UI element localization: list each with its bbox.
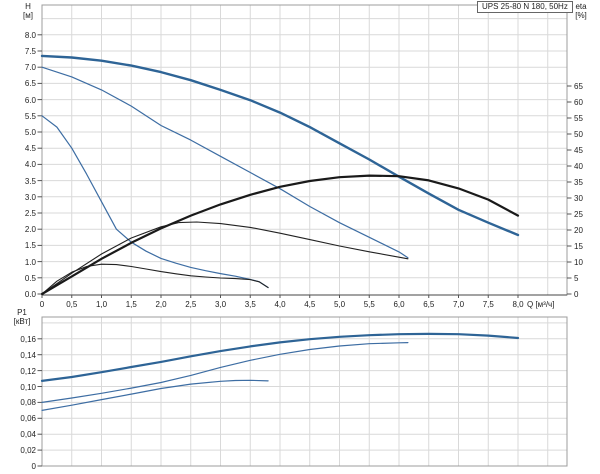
q-axis-tick: 3,0 <box>214 300 227 309</box>
q-axis-tick: 5,5 <box>363 300 375 309</box>
flow-axis-label: Q [м³/ч] <box>527 300 555 309</box>
eta-axis-tick: 45 <box>574 146 583 155</box>
q-axis-tick: 4,0 <box>274 300 286 309</box>
h-axis-tick: 2.0 <box>24 225 36 235</box>
eta-axis-tick: 50 <box>574 130 583 139</box>
p1-axis-tick: 0,02 <box>20 446 36 456</box>
curve-eta-speed-1 <box>41 263 269 295</box>
curve-eta-speed-2 <box>41 221 409 295</box>
q-axis-tick: 3,5 <box>244 300 256 309</box>
h-axis-tick: 3.0 <box>24 192 36 202</box>
curve-head-speed-3 <box>40 54 520 237</box>
plot-frame <box>41 316 568 467</box>
h-axis-tick: 0.0 <box>24 290 36 299</box>
p1-axis-tick: 0,08 <box>20 398 36 408</box>
head-axis-unit: [м] <box>23 11 33 20</box>
q-axis-tick: 0,5 <box>66 300 78 309</box>
h-axis-tick: 5.5 <box>24 111 36 121</box>
p1-axis-tick: 0,16 <box>20 334 36 344</box>
eta-axis-tick: 15 <box>574 242 583 251</box>
curve-power-speed-1 <box>41 379 269 411</box>
eta-axis-tick: 10 <box>574 258 583 267</box>
q-axis-tick: 8,0 <box>512 300 524 309</box>
q-axis-tick: 2,5 <box>185 300 197 309</box>
h-axis-tick: 1.5 <box>24 241 36 251</box>
eta-axis-tick: 25 <box>574 210 583 219</box>
h-axis-tick: 0.5 <box>24 273 36 283</box>
power-axis-label: P1 [кВт] <box>6 308 38 326</box>
p1-axis-tick: 0,06 <box>20 414 36 424</box>
p1-axis-tick: 0 <box>31 462 36 471</box>
curve-head-speed-1 <box>41 115 269 289</box>
q-axis-tick: 5,0 <box>333 300 346 309</box>
q-axis-tick: 7,5 <box>482 300 494 309</box>
curve-power-speed-3 <box>40 332 520 382</box>
h-axis-tick: 6.5 <box>24 79 36 89</box>
h-axis-tick: 7.5 <box>24 47 36 56</box>
q-axis-tick: 0 <box>39 300 45 309</box>
eta-axis-tick: 5 <box>574 274 579 283</box>
q-axis-tick: 2,0 <box>155 300 167 309</box>
eta-axis-tick: 60 <box>574 98 583 107</box>
p1-axis-tick: 0,12 <box>20 366 36 376</box>
q-axis-tick: 1,5 <box>125 300 137 309</box>
eta-axis-unit: [%] <box>575 11 587 20</box>
head-axis-symbol: H <box>25 2 31 11</box>
h-axis-tick: 8.0 <box>24 30 36 40</box>
eta-axis-tick: 0 <box>574 290 579 299</box>
q-axis-tick: 7,0 <box>452 300 465 309</box>
h-axis-tick: 7.0 <box>24 63 36 73</box>
pump-title: UPS 25-80 N 180, 50Hz <box>477 1 573 13</box>
p1-axis-tick: 0,04 <box>20 430 36 440</box>
eta-axis-tick: 40 <box>574 162 583 171</box>
q-axis-tick: 6,0 <box>393 300 405 309</box>
h-axis-tick: 4.0 <box>24 160 36 170</box>
q-axis-tick: 1,0 <box>95 300 108 309</box>
eta-axis-tick: 65 <box>574 82 583 91</box>
eta-axis-symbol: eta <box>575 2 587 11</box>
q-axis-tick: 4,5 <box>304 300 316 309</box>
power-axis-unit: [кВт] <box>13 317 31 326</box>
h-axis-tick: 3.5 <box>24 176 36 186</box>
eta-axis-tick: 35 <box>574 178 583 187</box>
head-axis-label: H [м] <box>14 2 42 20</box>
h-axis-tick: 4.5 <box>24 144 36 154</box>
h-axis-tick: 2.5 <box>24 209 36 218</box>
eta-axis-tick: 55 <box>574 114 583 123</box>
eta-axis-tick: 20 <box>574 226 583 235</box>
eta-axis-label: eta [%] <box>567 2 595 20</box>
h-axis-tick: 6.0 <box>24 95 36 105</box>
q-axis-tick: 6,5 <box>423 300 435 309</box>
h-axis-tick: 1.0 <box>24 257 36 267</box>
curve-eta-speed-3 <box>40 174 520 296</box>
p1-axis-tick: 0,14 <box>20 350 36 360</box>
eta-axis-tick: 30 <box>574 194 583 203</box>
curve-power-speed-2 <box>41 342 409 403</box>
h-axis-tick: 5.0 <box>24 128 36 137</box>
curve-head-speed-2 <box>41 66 409 259</box>
power-axis-symbol: P1 <box>17 308 27 317</box>
p1-axis-tick: 0,10 <box>20 382 36 392</box>
